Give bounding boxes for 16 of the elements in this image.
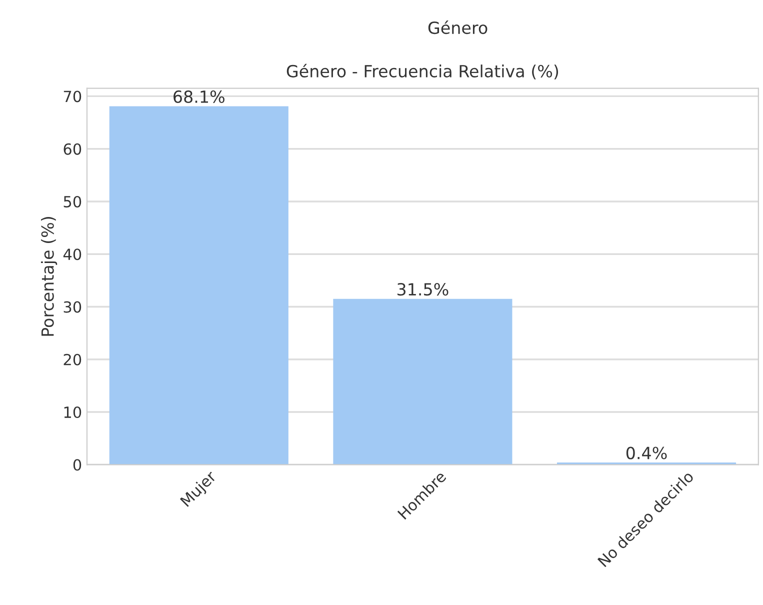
y-tick-label: 70	[64, 90, 82, 102]
bar	[333, 298, 512, 465]
y-tick-label: 30	[64, 301, 82, 313]
chart-title: Género	[428, 20, 488, 34]
chart-subtitle: Género - Frecuencia Relativa (%)	[286, 64, 558, 80]
data-label: 68.1%	[174, 90, 224, 103]
data-label: 31.5%	[398, 283, 448, 296]
y-axis-title: Porcentaje (%)	[40, 216, 58, 336]
data-label: 0.4%	[626, 446, 667, 460]
y-tick-label: 50	[64, 196, 82, 208]
bar	[109, 106, 288, 465]
y-tick-label: 20	[64, 354, 82, 366]
y-tick-label: 10	[64, 406, 82, 418]
y-tick-label: 0	[73, 459, 82, 471]
y-tick-label: 40	[63, 248, 82, 260]
y-tick-label: 60	[64, 143, 82, 155]
